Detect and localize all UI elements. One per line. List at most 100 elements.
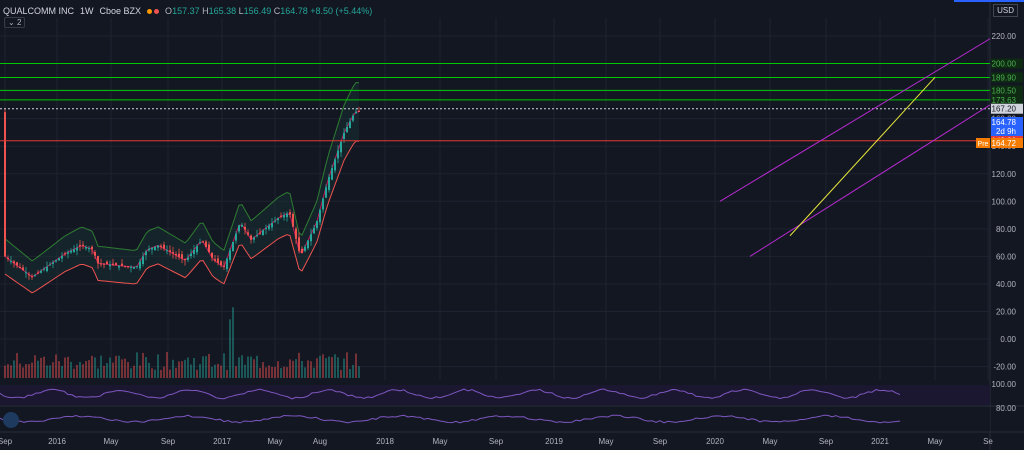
volume-bar [211, 366, 213, 378]
volume-bar [316, 358, 318, 378]
oscillator2-pane [0, 407, 990, 431]
candle-body [79, 245, 81, 247]
candle-body [124, 265, 126, 267]
price-tag-label: 164.72 [992, 139, 1017, 148]
candle-body [160, 245, 162, 247]
volume-bar [112, 362, 114, 378]
candle-body [4, 112, 6, 257]
candle-body [184, 258, 186, 261]
volume-bar [19, 363, 21, 378]
candle-body [43, 268, 45, 270]
oscillator1-line [0, 388, 901, 400]
candle-body [217, 258, 219, 264]
symbol-name[interactable]: QUALCOMM INC [3, 6, 75, 16]
candle-body [49, 264, 51, 266]
candle-body [181, 254, 183, 259]
volume-bar [277, 361, 279, 378]
candle-body [82, 244, 84, 246]
volume-bar [22, 367, 24, 378]
candle-body [142, 256, 144, 265]
volume-bar [346, 352, 348, 378]
volume-bar [136, 352, 138, 378]
volume-bar [133, 365, 135, 378]
y-tick-label: 20.00 [996, 308, 1017, 317]
volume-bar [226, 369, 228, 378]
volume-bar [166, 352, 168, 378]
candle-body [313, 227, 315, 234]
candle-body [100, 263, 102, 265]
volume-bar [124, 358, 126, 378]
candle-body [166, 250, 168, 252]
volume-bar [121, 359, 123, 378]
volume-bar [172, 359, 174, 378]
volume-bar [7, 364, 9, 378]
currency-selector[interactable]: USD [993, 4, 1018, 17]
volume-bar [223, 353, 225, 378]
candle-body [328, 176, 330, 190]
volume-bar [304, 367, 306, 378]
volume-bar [55, 354, 57, 378]
volume-bar [67, 356, 69, 378]
candle-body [250, 235, 252, 240]
volume-bar [193, 358, 195, 378]
volume-bar [46, 365, 48, 378]
volume-bar [115, 355, 117, 378]
volume-bar [13, 360, 15, 378]
candle-body [52, 262, 54, 264]
trend-line [789, 76, 936, 237]
volume-bar [349, 368, 351, 378]
candle-body [130, 266, 132, 269]
symbol-exchange: Cboe BZX [99, 6, 142, 16]
candle-body [55, 260, 57, 262]
candle-body [76, 247, 78, 251]
candle-body [193, 249, 195, 254]
volume-bar [334, 354, 336, 378]
symbol-legend[interactable]: QUALCOMM INC 1W Cboe BZX O157.37 H165.38… [3, 4, 372, 18]
candle-body [94, 252, 96, 256]
y-tick-label: -20.00 [993, 363, 1016, 372]
volume-bar [16, 353, 18, 378]
candle-body [58, 258, 60, 261]
candle-body [121, 263, 123, 266]
change-value: +8.50 (+5.44%) [310, 6, 373, 16]
candle-body [280, 215, 282, 217]
candle-body [178, 253, 180, 257]
candle-body [298, 237, 300, 251]
volume-bar [76, 364, 78, 378]
volume-bar [229, 319, 231, 378]
volume-bar [52, 362, 54, 378]
y-tick-label: 80.00 [996, 225, 1017, 234]
x-tick-label: May [103, 437, 118, 446]
logo-icon [3, 412, 19, 428]
volume-bar [262, 362, 264, 378]
x-tick-label: 2018 [376, 437, 394, 446]
x-tick-label: May [762, 437, 777, 446]
candle-body [238, 225, 240, 232]
volume-bar [94, 357, 96, 378]
symbol-interval[interactable]: 1W [80, 6, 94, 16]
price-tag-bg [991, 126, 1023, 136]
candle-body [289, 212, 291, 215]
indicators-collapse-button[interactable]: ⌄ 2 [4, 17, 26, 28]
volume-bar [355, 353, 357, 378]
candle-body [211, 252, 213, 258]
candle-body [319, 209, 321, 223]
volume-bar [49, 365, 51, 378]
volume-bar [10, 365, 12, 378]
volume-bar [265, 367, 267, 378]
volume-bar [163, 366, 165, 378]
candle-body [325, 187, 327, 198]
volume-bar [58, 361, 60, 378]
candle-body [220, 261, 222, 266]
candle-body [70, 250, 72, 253]
candle-body [154, 246, 156, 251]
candle-body [112, 263, 114, 265]
candle-body [7, 257, 9, 259]
volume-bar [79, 361, 81, 378]
candle-body [307, 240, 309, 249]
candle-body [343, 132, 345, 139]
candle-body [190, 253, 192, 257]
volume-bar [244, 364, 246, 378]
x-tick-label: Sep [161, 437, 176, 446]
